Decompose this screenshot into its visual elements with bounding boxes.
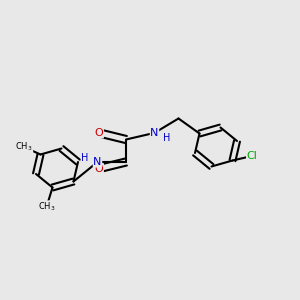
Text: CH$_3$: CH$_3$ — [38, 201, 55, 213]
Text: CH$_3$: CH$_3$ — [15, 141, 33, 153]
Text: N: N — [150, 128, 159, 138]
Text: H: H — [81, 153, 88, 164]
Text: H: H — [164, 133, 171, 143]
Text: Cl: Cl — [247, 151, 257, 161]
Text: N: N — [93, 157, 102, 167]
Text: O: O — [94, 164, 103, 174]
Text: O: O — [94, 128, 103, 138]
